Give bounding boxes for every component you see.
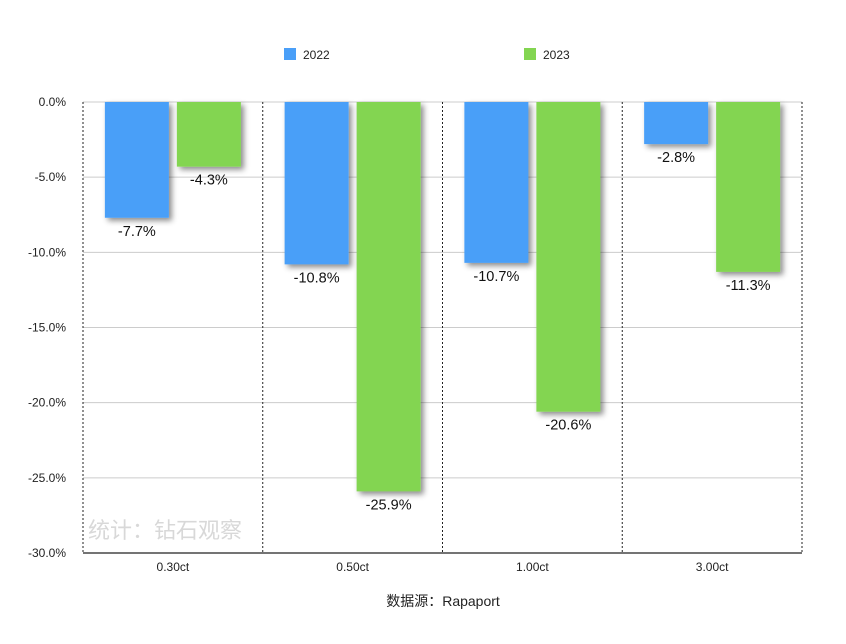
- legend-label: 2023: [543, 48, 570, 62]
- source-note: 数据源：Rapaport: [386, 593, 500, 609]
- y-tick-label: -10.0%: [28, 245, 66, 259]
- data-label: -4.3%: [190, 173, 228, 189]
- data-label: -20.6%: [545, 418, 591, 434]
- y-tick-label: -20.0%: [28, 396, 66, 410]
- data-label: -2.8%: [657, 150, 695, 166]
- x-tick-label: 3.00ct: [696, 560, 729, 574]
- y-tick-label: 0.0%: [39, 95, 67, 109]
- bar: [464, 102, 529, 263]
- y-tick-label: -30.0%: [28, 546, 66, 560]
- axes: 0.0% -5.0% -10.0% -15.0% -20.0% -25.0% -30.0% 0…: [28, 95, 802, 574]
- data-label: -25.9%: [366, 497, 412, 513]
- data-label: -7.7%: [118, 224, 156, 240]
- data-label: -10.7%: [473, 269, 519, 285]
- bar: [176, 102, 241, 167]
- bar: [536, 102, 601, 412]
- legend-swatch: [524, 48, 536, 60]
- gridlines: [82, 101, 803, 553]
- watermark-text: 统计：钻石观察: [88, 518, 242, 543]
- x-tick-label: 0.30ct: [157, 560, 190, 574]
- bars: [104, 102, 781, 492]
- bar: [356, 102, 421, 492]
- y-tick-label: -5.0%: [35, 170, 67, 184]
- legend-label: 2022: [303, 48, 330, 62]
- bar: [716, 102, 781, 272]
- x-tick-label: 0.50ct: [336, 560, 369, 574]
- legend: 2022 2023: [284, 48, 570, 62]
- bar: [104, 102, 169, 218]
- bar: [284, 102, 349, 265]
- legend-swatch: [284, 48, 296, 60]
- data-label: -10.8%: [294, 270, 340, 286]
- data-labels: -7.7% -10.8% -10.7% -2.8% -4.3% -25.9% -20.6% -…: [118, 150, 771, 513]
- y-tick-label: -15.0%: [28, 321, 66, 335]
- bar: [644, 102, 709, 145]
- x-tick-label: 1.00ct: [516, 560, 549, 574]
- data-label: -11.3%: [726, 278, 771, 294]
- y-tick-label: -25.0%: [28, 471, 66, 485]
